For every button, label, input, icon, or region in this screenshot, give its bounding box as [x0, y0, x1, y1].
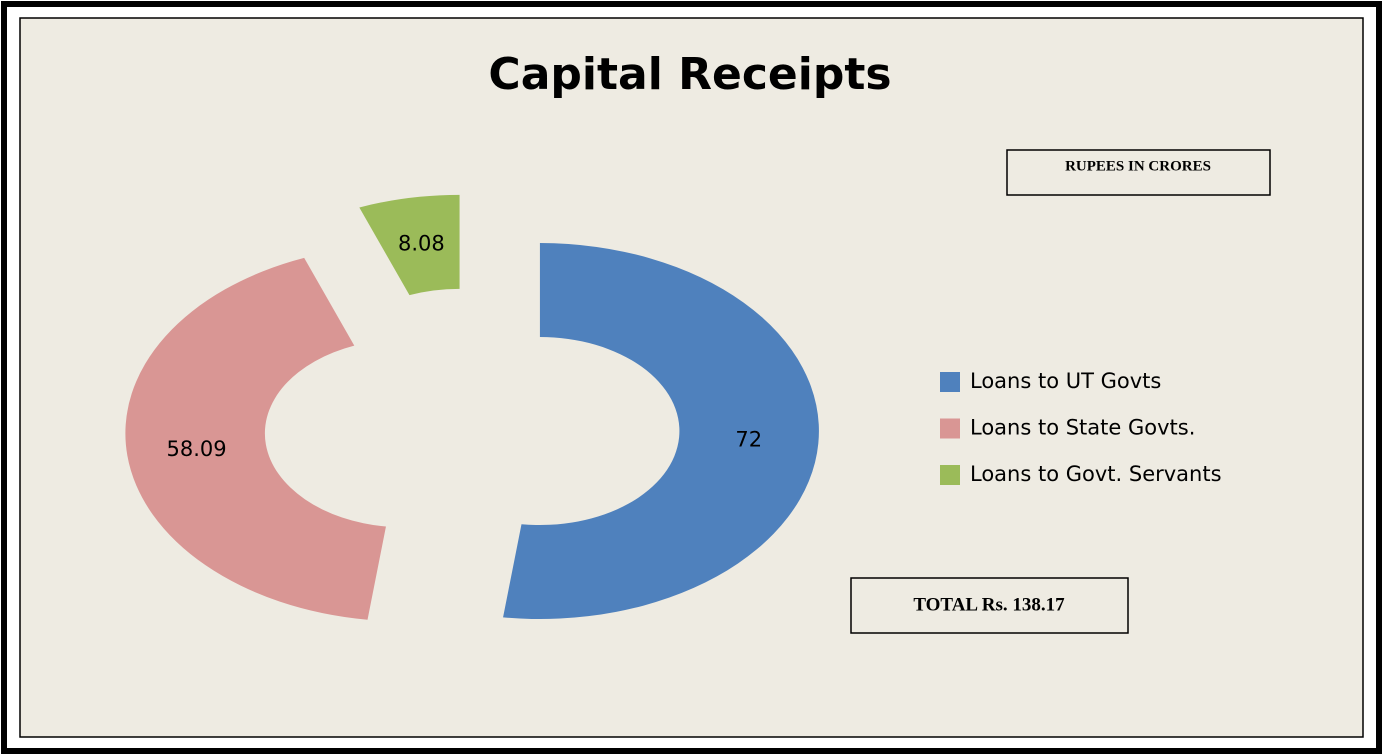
legend-label: Loans to UT Govts — [970, 369, 1161, 393]
legend-swatch — [940, 418, 960, 439]
legend-label: Loans to State Govts. — [970, 416, 1195, 440]
donut-slice — [125, 257, 386, 620]
data-label: 72 — [735, 427, 762, 451]
annotation: TOTAL Rs. 138.17 — [913, 594, 1065, 615]
chart-title: Capital Receipts — [488, 49, 891, 100]
annotation: RUPEES IN CRORES — [1065, 158, 1211, 174]
data-label: 58.09 — [167, 437, 227, 461]
legend-label: Loans to Govt. Servants — [970, 462, 1222, 486]
data-label: 8.08 — [398, 231, 445, 255]
annotation-box — [850, 577, 1129, 634]
legend-swatch — [940, 465, 960, 485]
annotation-box — [1006, 149, 1271, 196]
donut-slice — [503, 243, 819, 620]
legend-swatch — [940, 372, 960, 392]
donut-slice — [359, 194, 460, 296]
